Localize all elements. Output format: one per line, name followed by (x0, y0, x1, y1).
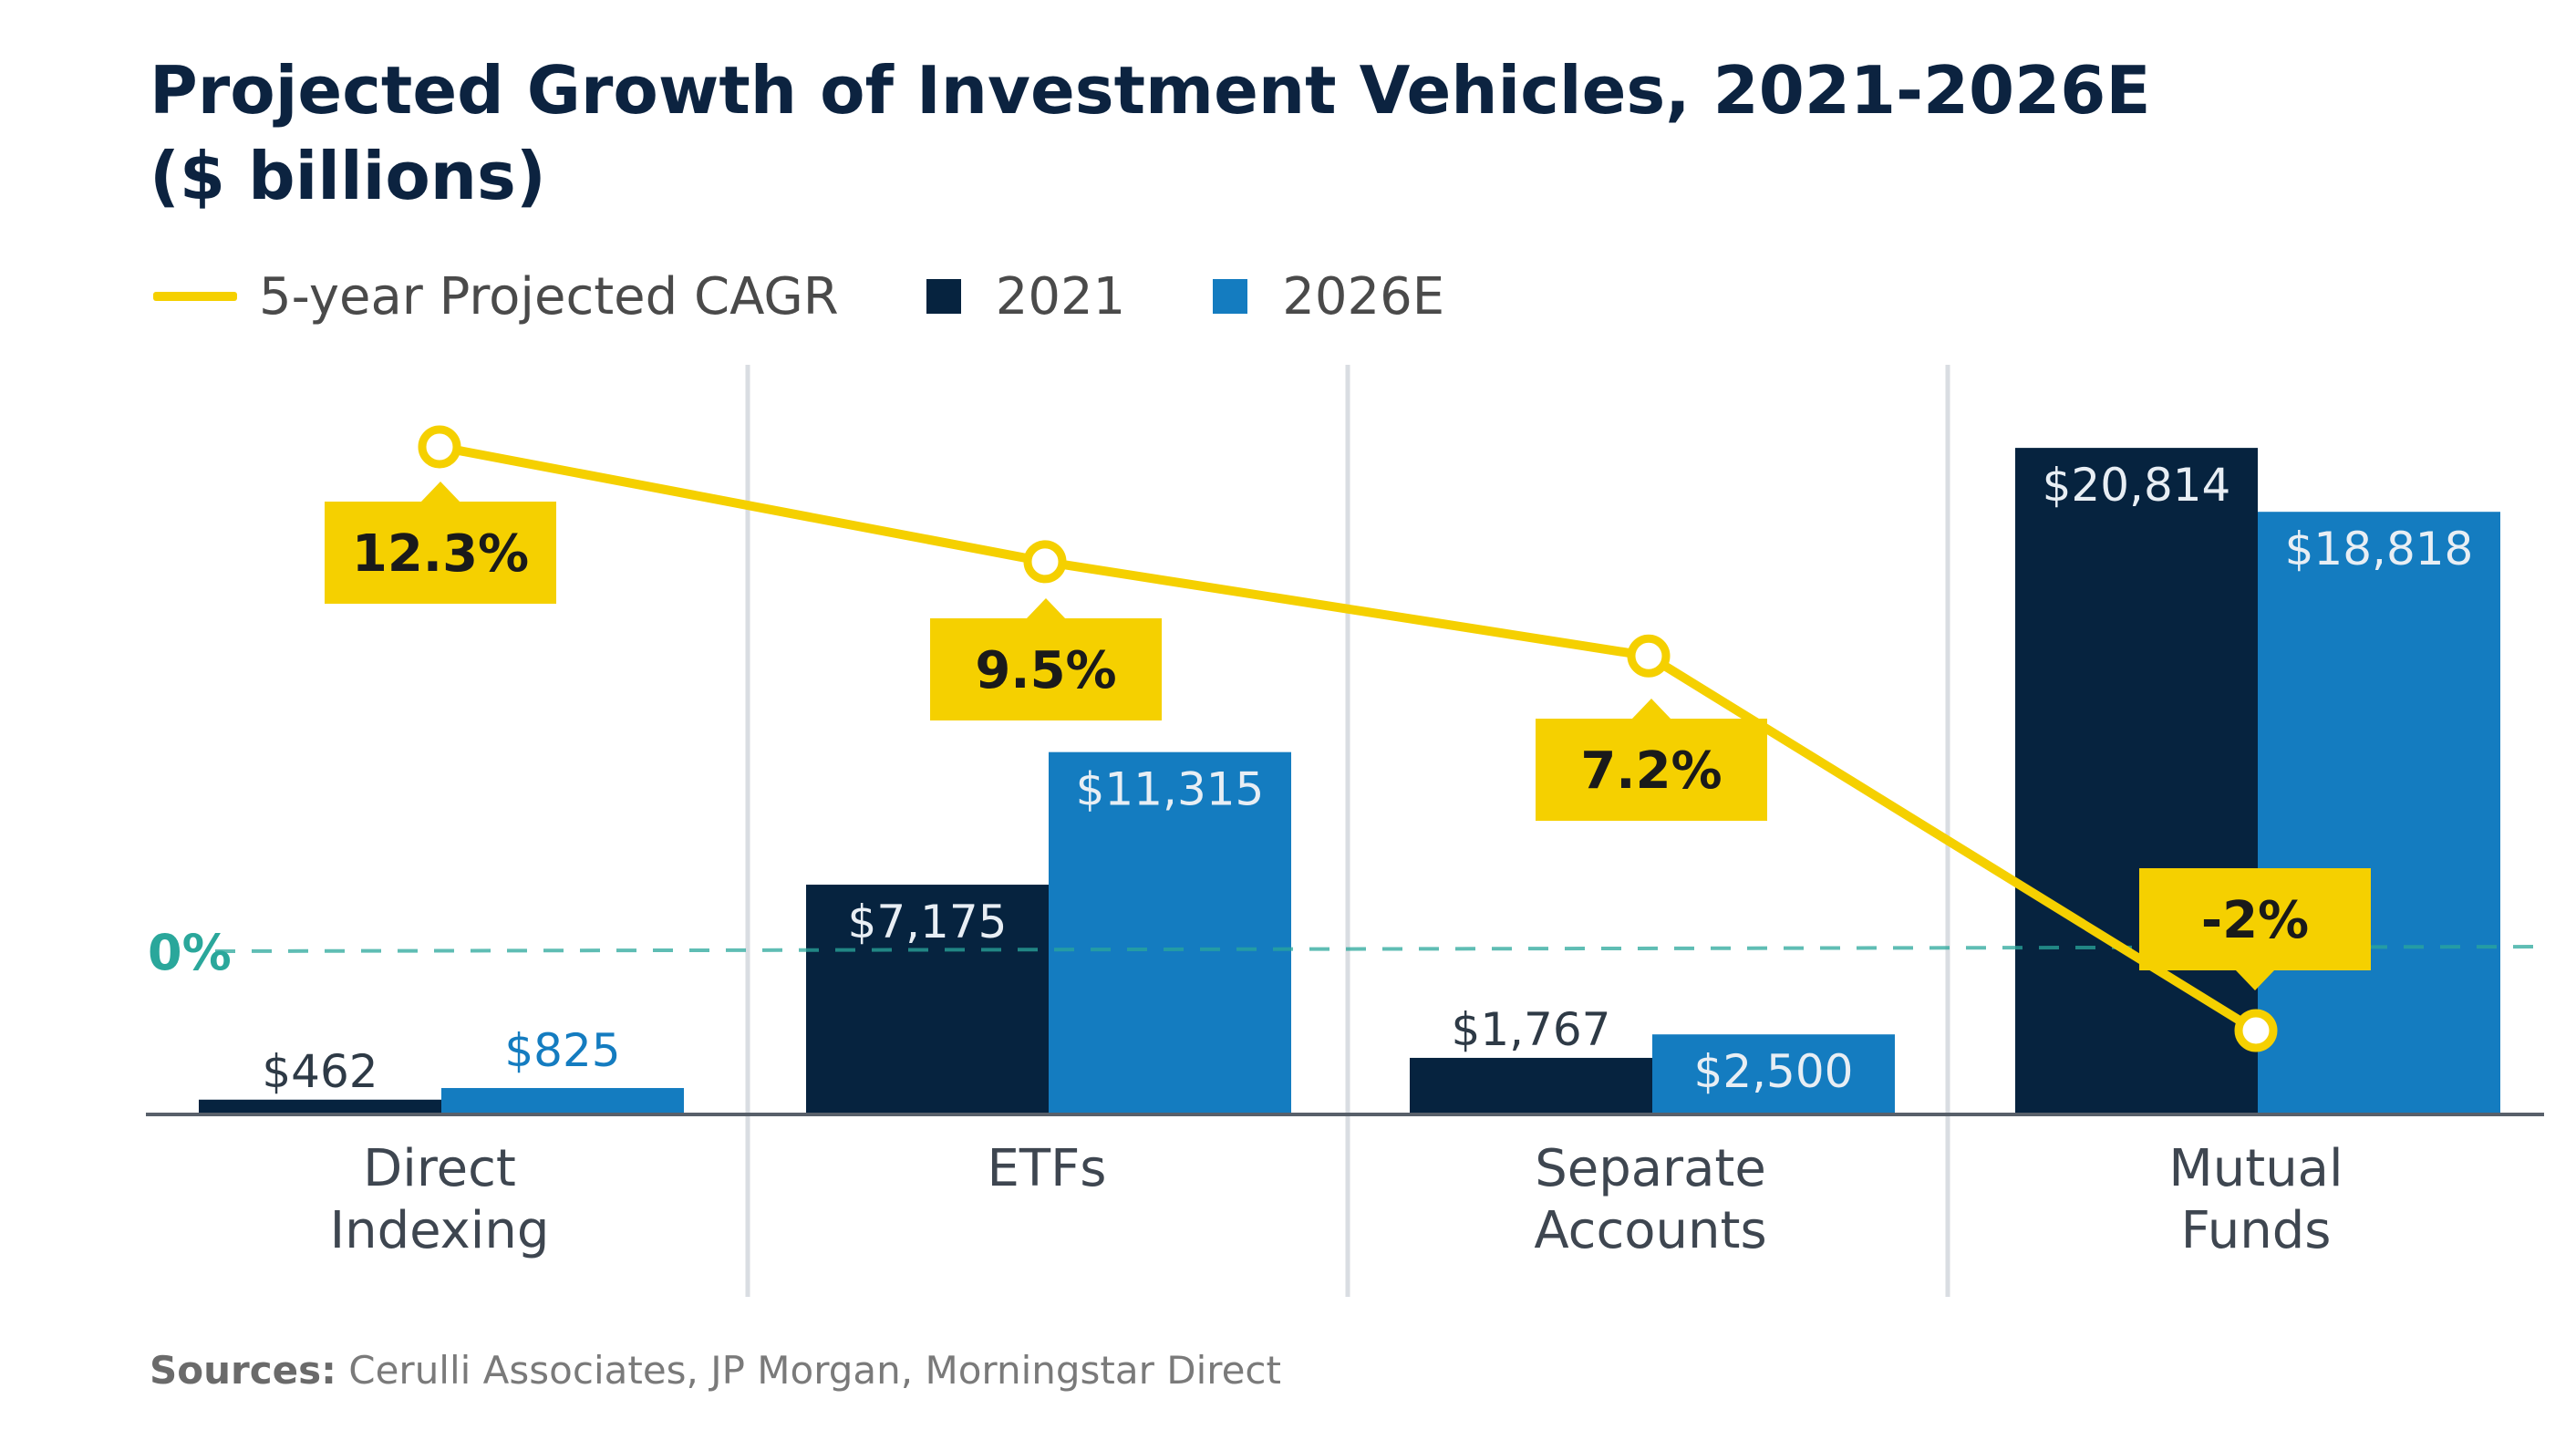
legend-label-2021: 2021 (995, 266, 1126, 326)
chart-title-line2: ($ billions) (150, 138, 546, 214)
cagr-label-direct-indexing: 12.3% (352, 524, 529, 584)
bar-mutual-funds-2026e (2258, 512, 2500, 1114)
category-label-mutual-funds-line1: Mutual (2168, 1139, 2343, 1198)
bar-etfs-2021 (806, 885, 1049, 1114)
legend-label-cagr: 5-year Projected CAGR (259, 266, 839, 326)
legend-swatch-2026e (1213, 279, 1248, 314)
cagr-callout-box-mutual-funds (2139, 868, 2371, 970)
legend-item-2026e: 2026E (1213, 267, 1444, 326)
bar-value-label-etfs-2026e: $11,315 (1076, 763, 1265, 816)
bar-value-label-direct-indexing-2021: $462 (262, 1045, 378, 1098)
bar-value-label-direct-indexing-2026e: $825 (504, 1024, 620, 1077)
bar-direct-indexing-2026e (441, 1088, 684, 1114)
cagr-callout-box-separate-accounts (1536, 719, 1767, 821)
cagr-point-mutual-funds (2234, 1009, 2278, 1052)
cagr-line (439, 442, 2259, 1035)
bar-value-label-separate-accounts-2026e: $2,500 (1694, 1045, 1854, 1098)
chart-legend: 5-year Projected CAGR 2021 2026E (153, 260, 1532, 333)
cagr-callout-pointer-etfs (1026, 598, 1066, 619)
cagr-callout-pointer-direct-indexing (420, 482, 460, 503)
category-label-separate-accounts-line2: Accounts (1534, 1201, 1766, 1260)
chart-title: Projected Growth of Investment Vehicles,… (150, 47, 2520, 219)
cagr-callout-box-etfs (930, 618, 1162, 720)
bar-value-label-mutual-funds-2021: $20,814 (2043, 459, 2231, 512)
category-label-mutual-funds-line2: Funds (2181, 1201, 2332, 1260)
cagr-label-mutual-funds: -2% (2201, 891, 2309, 950)
category-label-etfs: ETFs (988, 1139, 1107, 1198)
bar-value-label-mutual-funds-2026e: $18,818 (2285, 523, 2474, 575)
chart-title-line1: Projected Growth of Investment Vehicles,… (150, 52, 2151, 129)
category-label-direct-indexing-line1: Direct (363, 1139, 516, 1198)
category-label-direct-indexing-line2: Indexing (330, 1201, 550, 1260)
cagr-callout-pointer-separate-accounts (1631, 699, 1671, 720)
legend-line-swatch (153, 292, 237, 301)
cagr-callout-pointer-mutual-funds (2235, 969, 2275, 990)
legend-item-2021: 2021 (926, 266, 1126, 326)
sources-label: Sources: (150, 1348, 336, 1393)
sources-text: Cerulli Associates, JP Morgan, Morningst… (336, 1348, 1281, 1393)
bar-etfs-2026e (1049, 751, 1291, 1114)
bar-separate-accounts-2021 (1410, 1057, 1652, 1114)
cagr-point-separate-accounts (1627, 634, 1671, 678)
bar-direct-indexing-2021 (199, 1099, 441, 1114)
zero-reference-label: 0% (148, 924, 232, 981)
bar-value-label-etfs-2021: $7,175 (848, 896, 1008, 948)
bar-value-label-separate-accounts-2021: $1,767 (1452, 1003, 1611, 1056)
cagr-label-separate-accounts: 7.2% (1580, 741, 1722, 801)
cagr-label-etfs: 9.5% (975, 641, 1116, 700)
legend-swatch-2021 (926, 279, 961, 314)
legend-item-cagr: 5-year Projected CAGR (153, 267, 839, 326)
cagr-point-etfs (1023, 540, 1067, 584)
sources-note: Sources: Cerulli Associates, JP Morgan, … (150, 1348, 1281, 1393)
cagr-point-direct-indexing (418, 425, 461, 469)
legend-label-2026e: 2026E (1282, 266, 1445, 326)
bar-separate-accounts-2026e (1652, 1034, 1895, 1114)
category-label-separate-accounts-line1: Separate (1535, 1139, 1766, 1198)
cagr-callout-box-direct-indexing (325, 502, 556, 604)
